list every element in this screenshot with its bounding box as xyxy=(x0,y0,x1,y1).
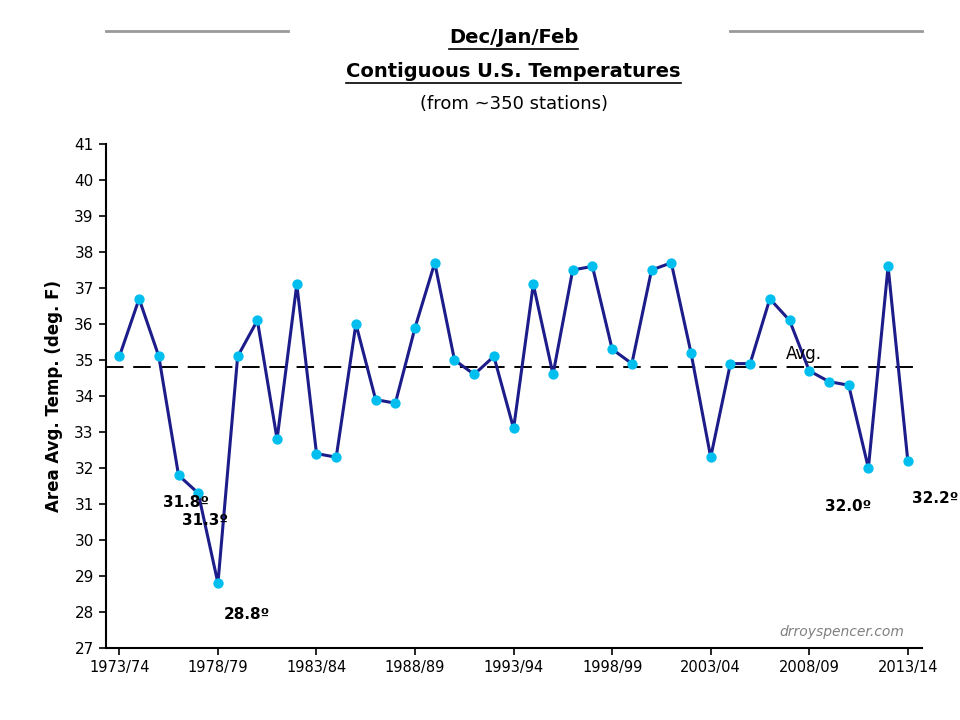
Point xyxy=(624,358,639,369)
Point xyxy=(545,369,561,380)
Text: (from ~350 stations): (from ~350 stations) xyxy=(420,95,608,113)
Point xyxy=(427,257,443,269)
Point xyxy=(467,369,482,380)
Point xyxy=(526,279,541,290)
Text: Avg.: Avg. xyxy=(785,345,822,363)
Point xyxy=(388,397,403,409)
Point xyxy=(190,487,205,499)
Point xyxy=(880,261,896,272)
Point xyxy=(151,351,166,362)
Point xyxy=(210,577,226,589)
Point xyxy=(565,264,581,276)
Point xyxy=(723,358,738,369)
Point xyxy=(703,451,718,463)
Point xyxy=(250,315,265,326)
Point xyxy=(861,462,876,474)
Point xyxy=(781,315,797,326)
Point xyxy=(111,351,127,362)
Point xyxy=(900,455,916,467)
Point xyxy=(446,354,462,366)
Point xyxy=(289,279,304,290)
Point xyxy=(270,433,285,445)
Point xyxy=(328,451,344,463)
Text: 28.8º: 28.8º xyxy=(224,606,270,621)
Point xyxy=(486,351,501,362)
Point xyxy=(368,394,383,405)
Point xyxy=(802,365,817,377)
Point xyxy=(506,423,521,434)
Text: 32.2º: 32.2º xyxy=(912,491,958,506)
Text: 31.8º: 31.8º xyxy=(163,495,208,510)
Y-axis label: Area Avg. Temp. (deg. F): Area Avg. Temp. (deg. F) xyxy=(45,280,63,512)
Point xyxy=(644,264,660,276)
Point xyxy=(822,376,837,387)
Text: drroyspencer.com: drroyspencer.com xyxy=(779,625,904,639)
Point xyxy=(407,322,422,333)
Text: 32.0º: 32.0º xyxy=(825,498,872,513)
Text: Contiguous U.S. Temperatures: Contiguous U.S. Temperatures xyxy=(347,62,681,81)
Point xyxy=(585,261,600,272)
Point xyxy=(762,293,778,305)
Text: 31.3º: 31.3º xyxy=(182,513,228,528)
Text: Dec/Jan/Feb: Dec/Jan/Feb xyxy=(449,28,578,47)
Point xyxy=(132,293,147,305)
Point xyxy=(742,358,757,369)
Point xyxy=(684,347,699,359)
Point xyxy=(309,448,324,459)
Point xyxy=(605,343,620,355)
Point xyxy=(348,318,364,330)
Point xyxy=(230,351,246,362)
Point xyxy=(663,257,679,269)
Point xyxy=(171,469,186,481)
Point xyxy=(841,379,856,391)
